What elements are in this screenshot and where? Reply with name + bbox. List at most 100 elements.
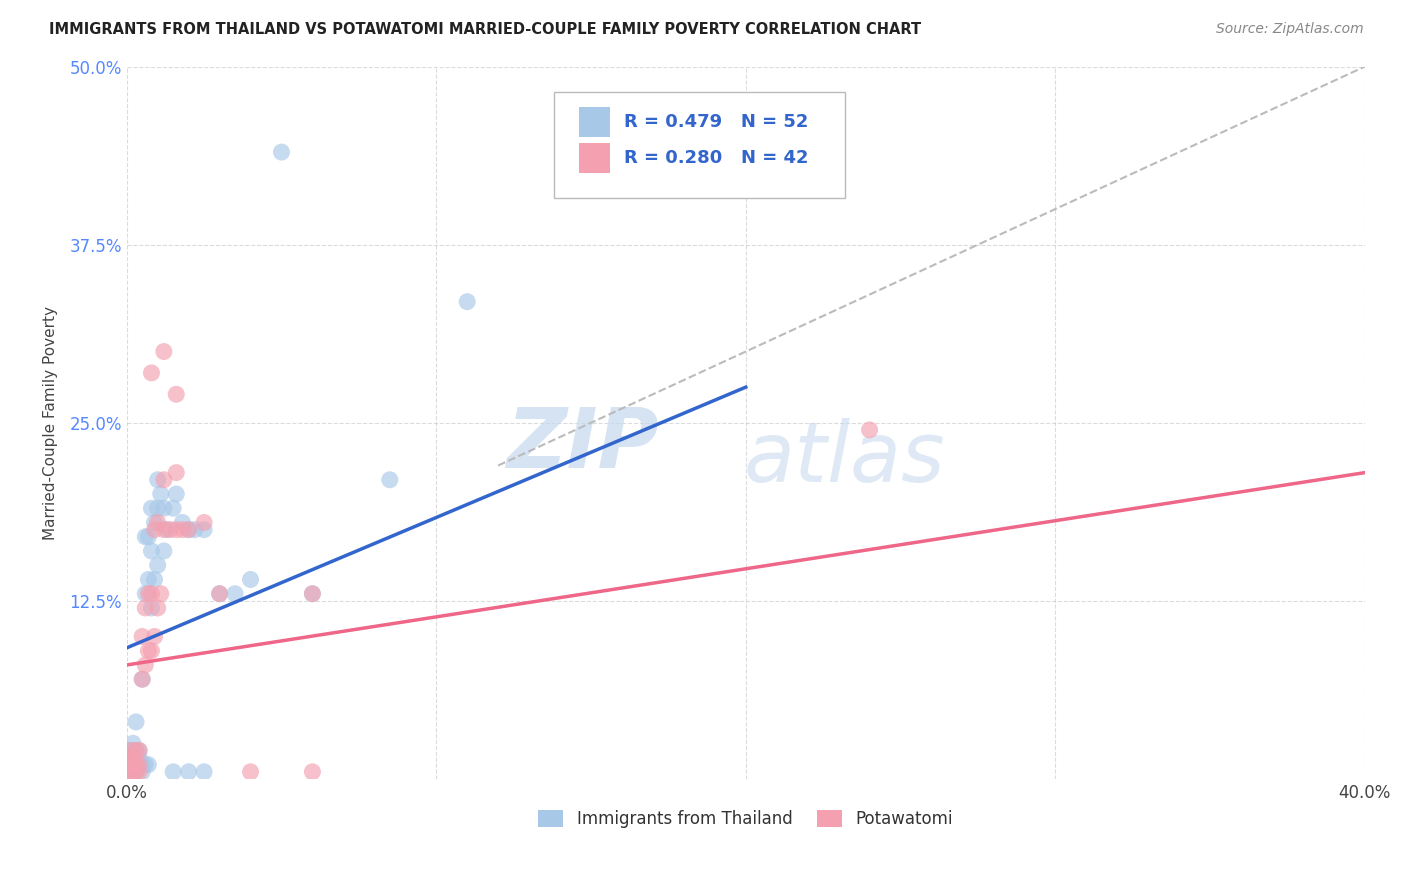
Text: IMMIGRANTS FROM THAILAND VS POTAWATOMI MARRIED-COUPLE FAMILY POVERTY CORRELATION: IMMIGRANTS FROM THAILAND VS POTAWATOMI M… [49, 22, 921, 37]
Point [122, 750, 145, 764]
Point [118, 757, 141, 772]
Point [122, 736, 145, 750]
Point [118, 764, 141, 779]
Point [143, 573, 166, 587]
Point [143, 630, 166, 644]
Point [143, 516, 166, 530]
Point [138, 530, 160, 544]
Point [153, 501, 176, 516]
Point [125, 757, 148, 772]
Point [456, 294, 478, 309]
Point [193, 516, 215, 530]
Point [125, 714, 148, 729]
Point [141, 366, 163, 380]
Point [301, 764, 323, 779]
Y-axis label: Married-Couple Family Poverty: Married-Couple Family Poverty [44, 306, 58, 540]
Point [122, 764, 145, 779]
Text: R = 0.280   N = 42: R = 0.280 N = 42 [624, 149, 808, 167]
Point [159, 523, 181, 537]
FancyBboxPatch shape [554, 92, 845, 198]
Point [162, 764, 184, 779]
Point [162, 501, 184, 516]
Point [118, 743, 141, 757]
Point [146, 473, 169, 487]
Point [134, 587, 156, 601]
Text: R = 0.479   N = 52: R = 0.479 N = 52 [624, 113, 808, 131]
Point [146, 558, 169, 573]
Point [134, 601, 156, 615]
Point [118, 764, 141, 779]
Point [153, 544, 176, 558]
Point [138, 573, 160, 587]
FancyBboxPatch shape [579, 107, 610, 137]
Point [172, 523, 194, 537]
Point [128, 750, 150, 764]
Point [141, 587, 163, 601]
Point [118, 750, 141, 764]
Point [122, 764, 145, 779]
Point [858, 423, 880, 437]
Point [149, 487, 172, 501]
Point [149, 587, 172, 601]
Point [125, 743, 148, 757]
Point [125, 764, 148, 779]
Point [153, 523, 176, 537]
Point [134, 657, 156, 672]
Text: Source: ZipAtlas.com: Source: ZipAtlas.com [1216, 22, 1364, 37]
Point [165, 466, 187, 480]
Point [122, 757, 145, 772]
Point [143, 523, 166, 537]
Point [153, 473, 176, 487]
Point [134, 530, 156, 544]
Point [177, 523, 200, 537]
Point [301, 587, 323, 601]
Point [128, 743, 150, 757]
Point [141, 601, 163, 615]
Point [118, 750, 141, 764]
Point [193, 764, 215, 779]
Point [224, 587, 246, 601]
Point [131, 764, 153, 779]
Point [125, 764, 148, 779]
Point [128, 743, 150, 757]
Point [122, 743, 145, 757]
Point [131, 672, 153, 686]
Point [177, 523, 200, 537]
Point [138, 587, 160, 601]
Point [122, 757, 145, 772]
Point [128, 757, 150, 772]
Point [193, 523, 215, 537]
Point [131, 757, 153, 772]
Point [131, 630, 153, 644]
Point [208, 587, 231, 601]
Point [138, 643, 160, 657]
Point [165, 387, 187, 401]
Point [378, 473, 401, 487]
Point [134, 757, 156, 772]
Point [146, 516, 169, 530]
Text: atlas: atlas [744, 417, 946, 499]
Text: ZIP: ZIP [506, 403, 659, 484]
Point [146, 501, 169, 516]
Point [208, 587, 231, 601]
Point [165, 487, 187, 501]
Point [156, 523, 179, 537]
Point [128, 764, 150, 779]
Point [128, 757, 150, 772]
Point [301, 587, 323, 601]
Point [239, 573, 262, 587]
Point [153, 344, 176, 359]
Point [138, 757, 160, 772]
Point [239, 764, 262, 779]
Point [177, 764, 200, 779]
Point [131, 672, 153, 686]
Point [165, 523, 187, 537]
Point [141, 501, 163, 516]
Point [270, 145, 292, 159]
Point [141, 544, 163, 558]
Point [118, 743, 141, 757]
Point [118, 757, 141, 772]
Point [141, 643, 163, 657]
Legend: Immigrants from Thailand, Potawatomi: Immigrants from Thailand, Potawatomi [531, 803, 960, 835]
Point [146, 601, 169, 615]
